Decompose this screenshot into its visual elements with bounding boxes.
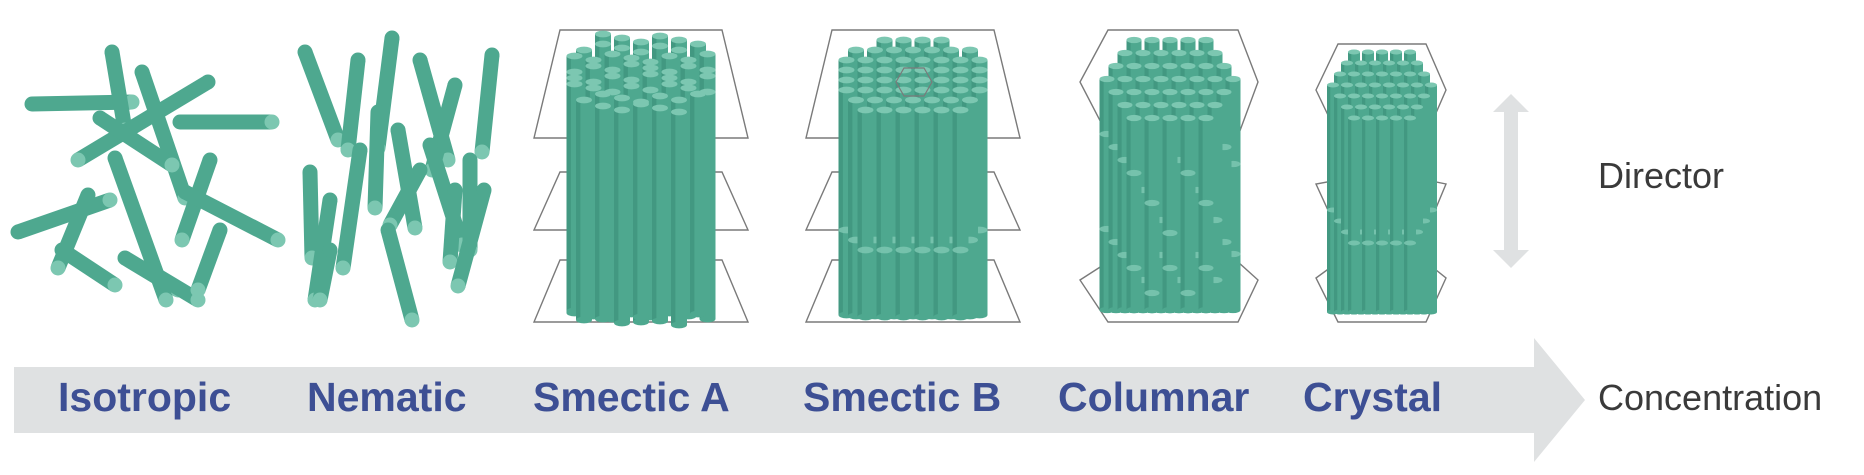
smectic-a-rod — [652, 104, 668, 325]
smectic-b-rod — [857, 106, 874, 321]
isotropic-rod — [10, 192, 118, 240]
crystal-rod — [1362, 115, 1374, 315]
nematic-rod — [380, 222, 420, 328]
isotropic-rod — [54, 242, 123, 293]
smectic-a-rod — [633, 100, 649, 321]
crystal-rod — [1390, 115, 1402, 315]
smectic-b-layer-top — [805, 29, 1021, 139]
smectic-a-rod — [576, 96, 592, 324]
isotropic-rod — [177, 184, 286, 248]
smectic-b-rod — [914, 106, 931, 321]
director-arrow — [1493, 94, 1529, 268]
isotropic-rod — [92, 110, 180, 173]
smectic-a-rod — [671, 108, 687, 329]
director-label: Director — [1598, 155, 1725, 196]
crystal-rod — [1376, 115, 1388, 315]
nematic-rod — [450, 182, 492, 294]
nematic-rod — [312, 242, 338, 308]
smectic-b-rod — [933, 106, 950, 321]
nematic-rod — [442, 182, 463, 270]
isotropic-rod — [190, 222, 228, 298]
smectic-b-rod — [895, 106, 912, 321]
isotropic-rod — [172, 114, 280, 130]
nematic-rod — [335, 142, 368, 276]
smectic-a-rod — [614, 106, 630, 327]
isotropic-rod — [107, 150, 174, 308]
smectic-a-rod — [595, 102, 611, 323]
crystal-rod — [1348, 115, 1360, 315]
label-smectic-a: Smectic A — [533, 374, 730, 420]
crystal-rod — [1404, 115, 1416, 315]
label-smectic-b: Smectic B — [803, 374, 1002, 420]
nematic-rod — [302, 164, 320, 266]
concentration-arrow — [14, 338, 1585, 462]
columnar-rod — [1126, 114, 1142, 314]
smectic-b-rod — [876, 106, 893, 321]
smectic-b-rod — [952, 106, 969, 321]
smectic-b-hex-cell — [895, 67, 933, 97]
isotropic-rod — [134, 64, 193, 206]
isotropic-rod — [24, 94, 140, 112]
smectic-a-layer-top — [533, 29, 749, 139]
columnar-rod — [1180, 114, 1196, 314]
molecule-layer — [10, 29, 1447, 329]
nematic-rod — [297, 44, 346, 148]
label-columnar: Columnar — [1058, 374, 1250, 420]
nematic-rod — [474, 47, 500, 160]
label-isotropic: Isotropic — [58, 374, 232, 420]
columnar-rod — [1162, 114, 1178, 314]
nematic-rod — [390, 122, 423, 236]
nematic-rod — [340, 52, 366, 158]
label-nematic: Nematic — [307, 374, 467, 420]
isotropic-rod — [70, 74, 216, 168]
columnar-rod — [1144, 114, 1160, 314]
concentration-label: Concentration — [1598, 377, 1823, 418]
columnar-rod — [1198, 114, 1214, 314]
nematic-rod — [367, 104, 386, 216]
label-crystal: Crystal — [1303, 374, 1443, 420]
smectic-a-rod — [690, 90, 706, 318]
